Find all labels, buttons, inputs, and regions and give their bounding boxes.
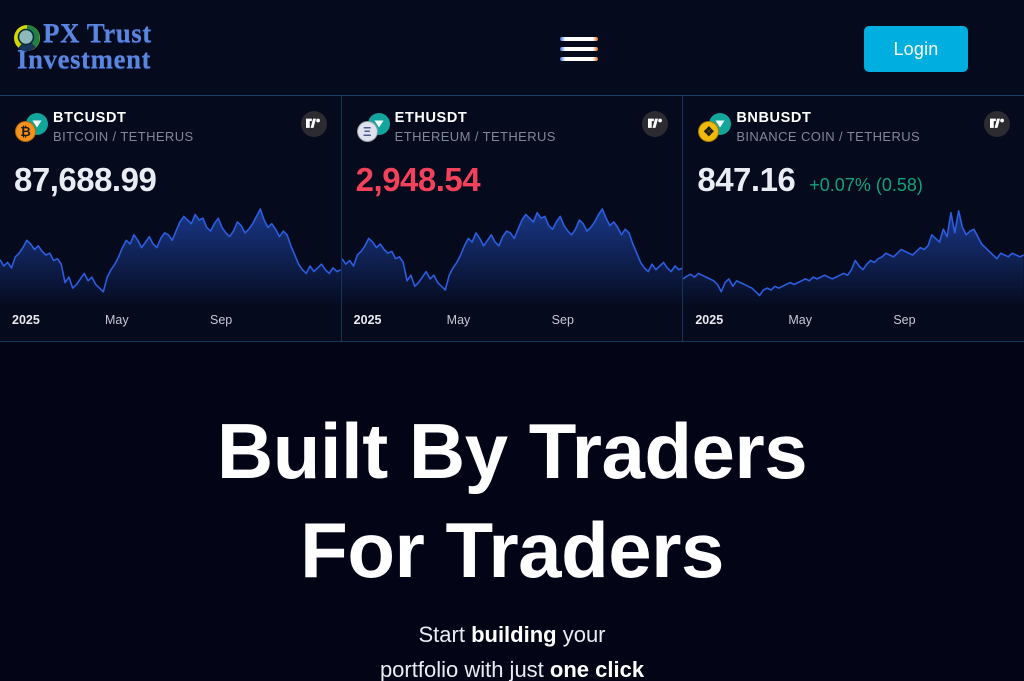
login-button[interactable]: Login <box>864 26 968 72</box>
hamburger-line <box>560 37 598 41</box>
ticker-header: ❖ BNBUSDT BINANCE COIN / TETHERUS <box>697 110 1011 154</box>
axis-tick-label: May <box>788 313 812 327</box>
brand-logo-line1: PX Trust <box>43 18 152 48</box>
ticker-card[interactable]: Ξ ETHUSDT ETHEREUM / TETHERUS 2,948.54 <box>340 96 683 341</box>
hero-heading-line1: Built By Traders <box>216 407 808 495</box>
page-title: Built By Traders For Traders <box>0 402 1024 600</box>
ticker-price: 847.16 <box>697 161 796 198</box>
ticker-names: ETHUSDT ETHEREUM / TETHERUS <box>395 110 556 145</box>
site-header: PX Trust Investment Login <box>0 0 1024 96</box>
axis-tick-label: Sep <box>210 313 233 327</box>
axis-tick-label: Sep <box>893 313 916 327</box>
hero-sub-bold-building: building <box>471 622 557 647</box>
coin-pair-icons: ❖ <box>697 113 732 143</box>
bitcoin-icon: ₿ <box>15 121 36 142</box>
ticker-names: BTCUSDT BITCOIN / TETHERUS <box>53 110 194 145</box>
axis-tick-label: 2025 <box>353 313 382 327</box>
hero-sub-pre: Start <box>418 622 472 647</box>
ticker-card[interactable]: ₿ BTCUSDT BITCOIN / TETHERUS 87,688.99 <box>0 96 341 341</box>
ticker-change: +0.07% (0.58) <box>809 175 923 195</box>
brand-logo-text: PX Trust Investment <box>17 18 152 73</box>
ticker-chart-axis: 2025 May Sep <box>683 313 1024 329</box>
ethereum-icon: Ξ <box>356 121 378 142</box>
brand-logo[interactable]: PX Trust Investment <box>12 18 152 73</box>
axis-tick-label: 2025 <box>695 313 724 327</box>
hero-sub-mid: your <box>556 622 606 647</box>
ticker-pair-name: BINANCE COIN / TETHERUS <box>736 129 921 144</box>
ticker-card[interactable]: ❖ BNBUSDT BINANCE COIN / TETHERUS 847.16… <box>682 96 1024 341</box>
hero-subtitle-line1: Start building your <box>0 617 1024 652</box>
ticker-chart-axis: 2025 May Sep <box>342 313 683 329</box>
hero-section: Built By Traders For Traders Start build… <box>0 342 1024 681</box>
hero-sub-bold-oneclick: one click <box>549 657 645 681</box>
hamburger-line <box>560 47 598 51</box>
ticker-price-row: 847.16 +0.07% (0.58) <box>697 161 1010 199</box>
ticker-symbol: BTCUSDT <box>53 110 127 126</box>
axis-tick-label: May <box>105 313 129 327</box>
axis-tick-label: May <box>446 313 471 327</box>
hamburger-line <box>560 57 598 61</box>
tradingview-icon[interactable] <box>642 111 669 137</box>
ticker-header: ₿ BTCUSDT BITCOIN / TETHERUS <box>14 110 327 154</box>
hero-sub-line2-pre: portfolio with just <box>379 657 550 681</box>
ticker-sparkline-chart <box>683 205 1024 305</box>
market-ticker-strip: ₿ BTCUSDT BITCOIN / TETHERUS 87,688.99 <box>0 96 1024 342</box>
axis-tick-label: 2025 <box>12 313 40 327</box>
ticker-chart-axis: 2025 May Sep <box>0 313 341 329</box>
binance-coin-icon: ❖ <box>698 121 720 142</box>
tradingview-icon[interactable] <box>984 111 1011 137</box>
px-circle-logo-icon <box>12 23 42 53</box>
hamburger-menu-icon[interactable] <box>560 28 598 70</box>
ticker-price-row: 2,948.54 <box>356 161 669 199</box>
ticker-price-row: 87,688.99 <box>14 161 327 199</box>
ticker-pair-name: ETHEREUM / TETHERUS <box>394 129 556 144</box>
ticker-price: 2,948.54 <box>355 161 481 198</box>
coin-pair-icons: ₿ <box>14 113 48 143</box>
hero-subtitle: Start building your portfolio with just … <box>0 617 1024 681</box>
brand-logo-line2: Investment <box>17 44 151 74</box>
hero-heading-line2: For Traders <box>300 506 724 594</box>
axis-tick-label: Sep <box>551 313 574 327</box>
ticker-sparkline-chart <box>0 205 341 305</box>
tradingview-icon[interactable] <box>300 111 327 137</box>
ticker-symbol: ETHUSDT <box>394 110 468 126</box>
coin-pair-icons: Ξ <box>356 113 390 143</box>
ticker-names: BNBUSDT BINANCE COIN / TETHERUS <box>736 110 920 145</box>
ticker-pair-name: BITCOIN / TETHERUS <box>53 129 194 144</box>
ticker-symbol: BNBUSDT <box>736 110 812 126</box>
ticker-price: 87,688.99 <box>14 161 157 198</box>
ticker-sparkline-chart <box>341 205 683 305</box>
ticker-header: Ξ ETHUSDT ETHEREUM / TETHERUS <box>356 110 669 154</box>
hero-subtitle-line2: portfolio with just one click <box>0 652 1024 681</box>
